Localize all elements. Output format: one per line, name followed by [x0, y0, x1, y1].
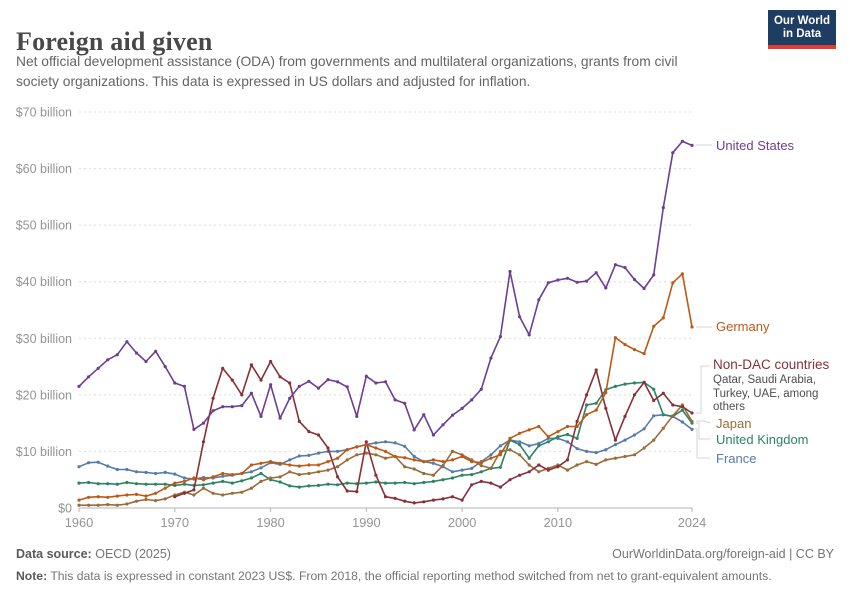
svg-text:1990: 1990 [352, 515, 380, 530]
series-label-france[interactable]: France [716, 451, 757, 466]
data-source: Data source: OECD (2025) [16, 547, 171, 561]
svg-text:$30 billion: $30 billion [16, 332, 72, 346]
svg-text:$20 billion: $20 billion [16, 388, 72, 402]
data-source-value: OECD (2025) [95, 547, 171, 561]
series-france [77, 413, 694, 481]
owid-link[interactable]: OurWorldinData.org/foreign-aid | CC BY [612, 547, 834, 561]
owid-logo-line2: in Data [782, 28, 822, 40]
svg-text:1960: 1960 [65, 515, 93, 530]
series-united-states [77, 139, 694, 437]
svg-text:1970: 1970 [161, 515, 189, 530]
svg-text:$10 billion: $10 billion [16, 445, 72, 459]
svg-text:$70 billion: $70 billion [16, 106, 72, 120]
data-source-label: Data source: [16, 547, 92, 561]
svg-text:$50 billion: $50 billion [16, 219, 72, 233]
series-non-dac-countries [173, 359, 694, 505]
page-title: Foreign aid given [16, 27, 213, 57]
series-label-united-kingdom[interactable]: United Kingdom [716, 432, 809, 447]
series-label-japan[interactable]: Japan [716, 416, 752, 431]
svg-text:2024: 2024 [678, 515, 706, 530]
note-text: This data is expressed in constant 2023 … [50, 569, 772, 583]
label-leader-lines [695, 144, 712, 459]
owid-logo[interactable]: Our World in Data [768, 10, 836, 49]
series-label-united-states[interactable]: United States [716, 138, 795, 153]
series-japan [77, 403, 694, 507]
series-label-non-dac[interactable]: Non-DAC countries [713, 357, 830, 372]
oda-line-chart: $0 $10 billion $20 billion $30 billion $40 b… [16, 106, 712, 530]
chart-subtitle: Net official development assistance (ODA… [16, 54, 678, 89]
series-label-germany[interactable]: Germany [716, 319, 770, 334]
note-label: Note: [16, 569, 48, 583]
svg-text:$0: $0 [58, 502, 72, 516]
series-germany [77, 272, 694, 502]
svg-text:$60 billion: $60 billion [16, 162, 72, 176]
svg-text:2000: 2000 [448, 515, 476, 530]
series-label-non-dac-sub: Qatar, Saudi Arabia, Turkey, UAE, among … [713, 374, 819, 413]
svg-text:$40 billion: $40 billion [16, 275, 72, 289]
svg-text:2010: 2010 [544, 515, 572, 530]
x-axis: 1960 1970 1980 1990 2000 2010 2024 [65, 507, 706, 530]
y-axis: $0 $10 billion $20 billion $30 billion $40 b… [16, 106, 692, 516]
owid-logo-line1: Our World [773, 15, 830, 27]
svg-text:1980: 1980 [256, 515, 284, 530]
chart-note: Note: This data is expressed in constant… [16, 569, 836, 583]
